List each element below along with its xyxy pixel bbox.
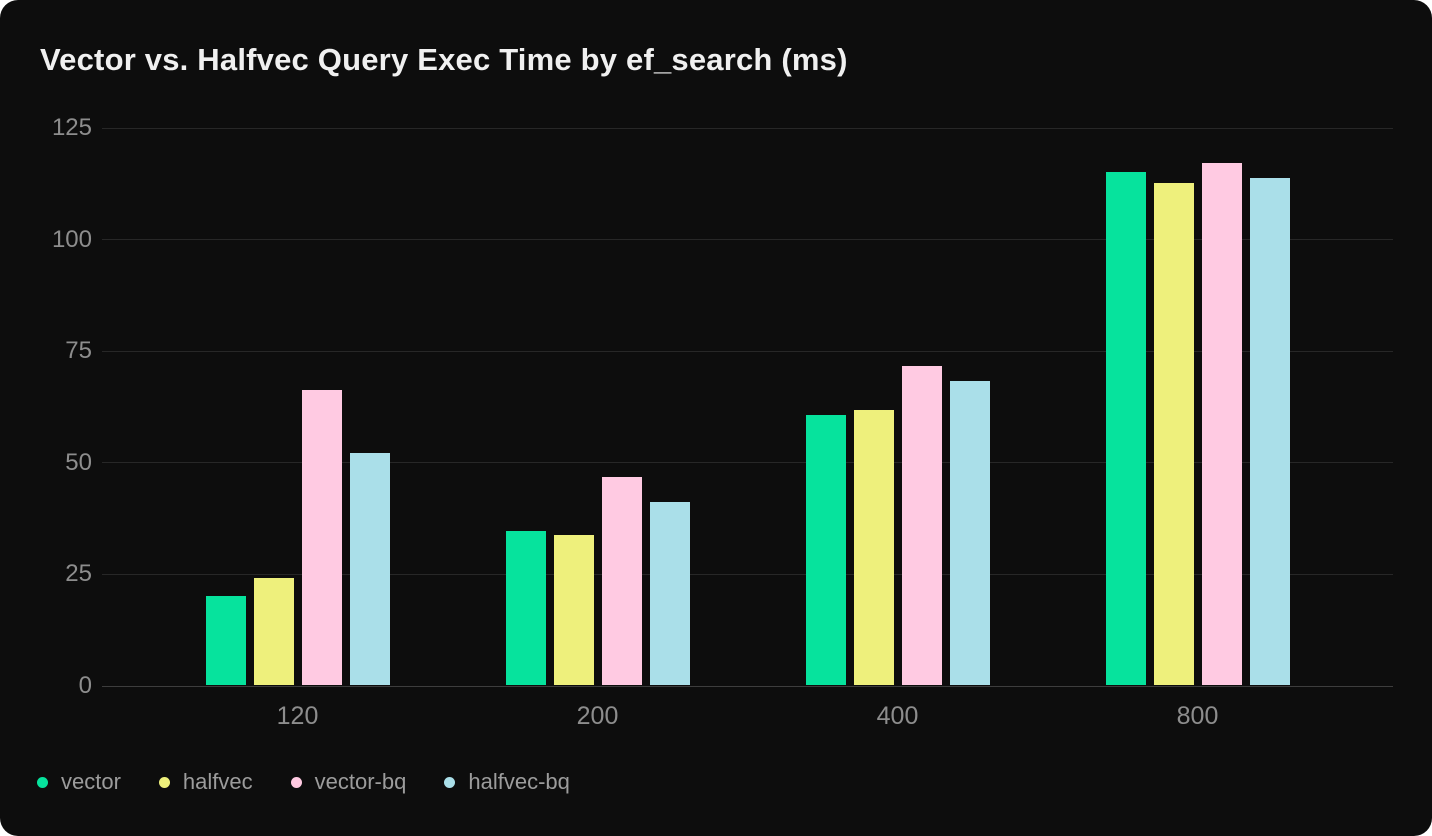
bar-halfvec-400 [853, 410, 894, 685]
legend-label-vector: vector [61, 769, 121, 794]
x-axis-tick-200: 200 [576, 702, 619, 730]
gridline-y-50 [102, 462, 1393, 464]
y-axis-tick-75: 75 [65, 337, 92, 365]
y-axis-tick-100: 100 [51, 225, 92, 253]
gridline-y-100 [102, 239, 1393, 241]
legend-dot-vector [37, 776, 48, 788]
bar-vector-200 [505, 531, 546, 685]
bar-halfvec-bq-400 [949, 381, 990, 685]
y-axis-tick-50: 50 [65, 448, 92, 476]
x-axis-tick-120: 120 [276, 702, 319, 730]
legend-item-halfvec[interactable]: halfvec [158, 769, 253, 795]
legend-dot-halfvec-bq [444, 776, 456, 788]
x-axis-tick-800: 800 [1176, 702, 1219, 730]
gridline-y-125 [102, 127, 1393, 129]
legend-label-halfvec-bq: halfvec-bq [468, 769, 570, 794]
bar-halfvec-200 [553, 535, 594, 685]
bar-halfvec-800 [1153, 182, 1194, 685]
bar-halfvec-120 [253, 577, 294, 685]
bar-vector-400 [805, 414, 846, 685]
y-axis-tick-25: 25 [65, 560, 92, 588]
bar-vector-bq-400 [901, 365, 942, 685]
bar-vector-bq-800 [1201, 162, 1242, 685]
y-axis-tick-0: 0 [78, 672, 92, 699]
bar-vector-bq-200 [601, 477, 642, 685]
legend-item-vector[interactable]: vector [37, 769, 121, 795]
bar-halfvec-bq-200 [649, 501, 690, 685]
bar-vector-120 [205, 595, 246, 685]
legend-label-vector-bq: vector-bq [314, 769, 407, 794]
bar-halfvec-bq-120 [349, 452, 390, 685]
bar-vector-800 [1105, 171, 1146, 685]
legend-label-halfvec: halfvec [182, 769, 253, 794]
legend: vector halfvec vector-bq halfvec-bq [37, 769, 570, 795]
x-axis-tick-400: 400 [876, 702, 919, 730]
bar-vector-bq-120 [301, 390, 342, 685]
legend-dot-vector-bq [290, 776, 302, 788]
y-axis-tick-125: 125 [51, 114, 92, 141]
plot-area [102, 127, 1393, 687]
bar-halfvec-bq-800 [1249, 178, 1290, 685]
gridline-y-0 [102, 685, 1393, 687]
legend-dot-halfvec [158, 776, 170, 788]
legend-item-halfvec-bq[interactable]: halfvec-bq [444, 769, 570, 795]
chart-title: Vector vs. Halfvec Query Exec Time by ef… [40, 42, 848, 77]
gridline-y-25 [102, 573, 1393, 575]
legend-item-vector-bq[interactable]: vector-bq [290, 769, 407, 795]
gridline-y-75 [102, 350, 1393, 352]
